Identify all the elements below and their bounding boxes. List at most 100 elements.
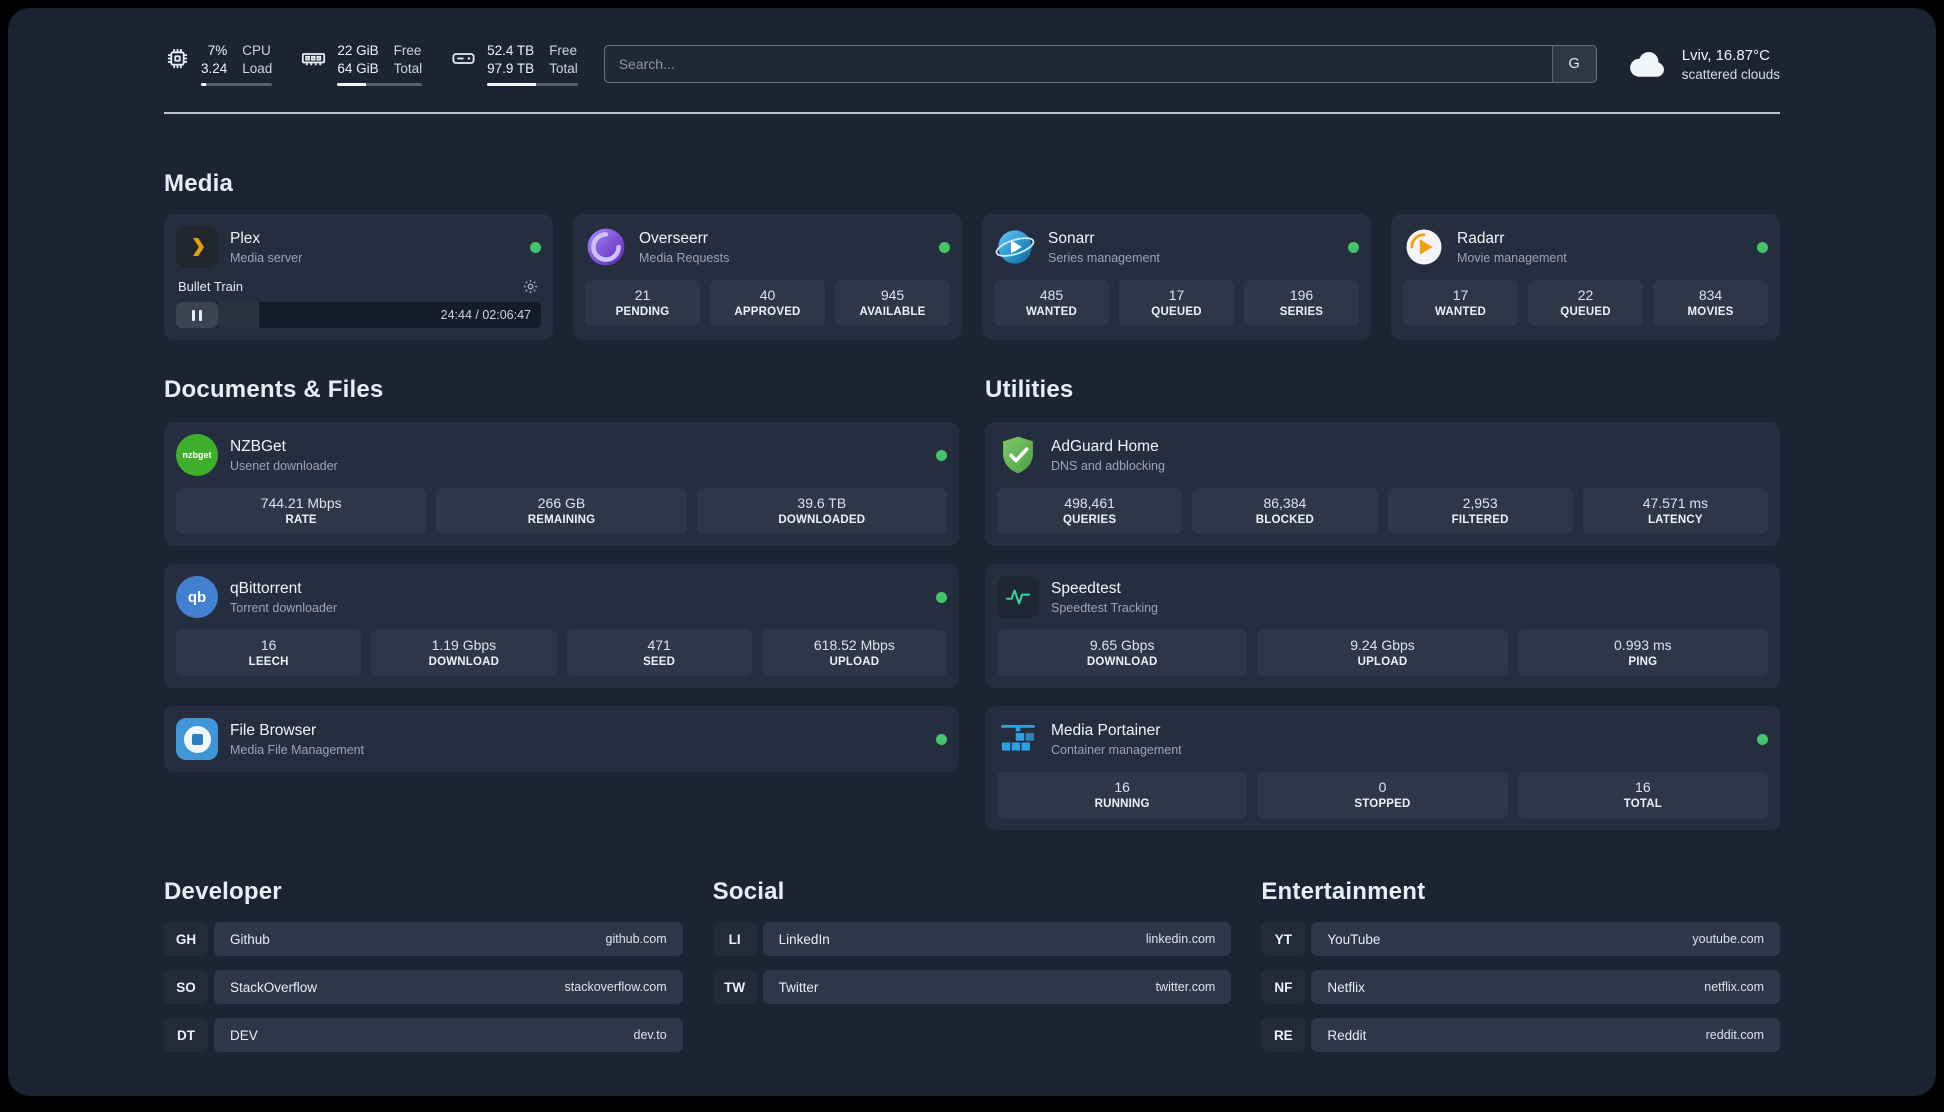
service-card-nzbget[interactable]: nzbget NZBGet Usenet downloader 744.21 M… — [164, 422, 959, 546]
bookmark-github[interactable]: GH Github github.com — [164, 922, 683, 956]
service-card-sonarr[interactable]: Sonarr Series management 485 WANTED 17 Q… — [982, 214, 1371, 340]
dashboard-page: 7% 3.24 CPU Load — [8, 8, 1936, 1096]
status-dot — [936, 733, 947, 745]
weather-widget: Lviv, 16.87°C scattered clouds — [1627, 47, 1780, 82]
bookmark-group-social: Social LI LinkedIn linkedin.com TW Twitt… — [713, 878, 1232, 1052]
bookmark-domain: reddit.com — [1705, 1028, 1764, 1042]
cpu-usage-bar — [201, 83, 273, 86]
bookmark-domain: youtube.com — [1692, 932, 1764, 946]
bookmark-name: LinkedIn — [778, 931, 830, 947]
now-playing-title: Bullet Train — [178, 279, 244, 294]
memory-icon — [302, 53, 326, 66]
adguard-icon — [997, 434, 1039, 476]
disk-free-label: Free — [549, 43, 577, 58]
header-divider — [164, 112, 1780, 114]
ram-free-label: Free — [393, 43, 422, 58]
bookmark-linkedin[interactable]: LI LinkedIn linkedin.com — [713, 922, 1232, 956]
bookmark-netflix[interactable]: NF Netflix netflix.com — [1261, 970, 1780, 1004]
stat-box: 86,384 BLOCKED — [1192, 488, 1378, 534]
service-subtitle: Series management — [1048, 250, 1160, 265]
stat-box: 0.993 ms PING — [1517, 630, 1768, 676]
stat-box: 16 TOTAL — [1517, 772, 1768, 818]
top-bar: 7% 3.24 CPU Load — [8, 8, 1936, 86]
ram-free-value: 22 GiB — [337, 43, 379, 58]
bookmark-name: Github — [230, 931, 270, 947]
status-dot — [1757, 241, 1768, 253]
load-label: Load — [242, 61, 273, 76]
status-dot — [936, 449, 947, 461]
service-card-adguard[interactable]: AdGuard Home DNS and adblocking 498,461 … — [985, 422, 1780, 546]
service-card-radarr[interactable]: Radarr Movie management 17 WANTED 22 QUE… — [1391, 214, 1780, 340]
stat-box: 2,953 FILTERED — [1387, 488, 1573, 534]
radarr-icon — [1403, 226, 1445, 268]
service-card-qbittorrent[interactable]: qb qBittorrent Torrent downloader 16 LEE… — [164, 564, 959, 688]
service-name: Sonarr — [1048, 229, 1095, 247]
bookmark-abbr: NF — [1261, 970, 1305, 1004]
bookmark-stackoverflow[interactable]: SO StackOverflow stackoverflow.com — [164, 970, 683, 1004]
service-name: Speedtest — [1051, 579, 1121, 597]
bookmark-twitter[interactable]: TW Twitter twitter.com — [713, 970, 1232, 1004]
bookmark-abbr: RE — [1261, 1018, 1305, 1052]
bookmark-abbr: GH — [164, 922, 208, 956]
cpu-percent: 7% — [207, 43, 228, 58]
service-card-portainer[interactable]: Media Portainer Container management 16 … — [985, 706, 1780, 830]
status-dot — [939, 241, 950, 253]
section-title-utilities: Utilities — [985, 376, 1074, 403]
bookmark-name: YouTube — [1327, 931, 1381, 947]
service-name: NZBGet — [230, 437, 286, 455]
service-card-plex[interactable]: Plex Media server Bullet Train — [164, 214, 553, 340]
filebrowser-icon — [176, 718, 218, 760]
service-card-speedtest[interactable]: Speedtest Speedtest Tracking 9.65 Gbps D… — [985, 564, 1780, 688]
playback-time: 24:44 / 02:06:47 — [440, 308, 531, 322]
bookmark-reddit[interactable]: RE Reddit reddit.com — [1261, 1018, 1780, 1052]
bookmark-youtube[interactable]: YT YouTube youtube.com — [1261, 922, 1780, 956]
service-subtitle: Movie management — [1457, 250, 1567, 265]
service-subtitle: Container management — [1051, 742, 1182, 757]
bookmark-domain: twitter.com — [1155, 980, 1216, 994]
bookmark-name: Netflix — [1327, 979, 1365, 995]
stat-box: 744.21 Mbps RATE — [176, 488, 427, 534]
section-utilities: Utilities AdGuard Home DNS and adblockin… — [985, 376, 1780, 830]
stat-box: 0 STOPPED — [1257, 772, 1508, 818]
disk-icon — [452, 53, 475, 64]
status-dot — [1348, 241, 1359, 253]
disk-total-label: Total — [549, 61, 578, 76]
service-card-filebrowser[interactable]: File Browser Media File Management — [164, 706, 959, 772]
search-input[interactable] — [604, 46, 1552, 82]
playback-progress-bar[interactable]: 24:44 / 02:06:47 — [176, 302, 541, 328]
memory-widget: 22 GiB 64 GiB Free Total — [300, 42, 423, 86]
system-widgets: 7% 3.24 CPU Load — [164, 42, 578, 86]
service-name: File Browser — [230, 721, 317, 739]
bookmark-group-developer: Developer GH Github github.com SO StackO… — [164, 878, 683, 1052]
bookmark-name: StackOverflow — [230, 979, 318, 995]
ram-total-label: Total — [393, 61, 423, 76]
cpu-widget: 7% 3.24 CPU Load — [164, 42, 273, 86]
bookmark-domain: github.com — [605, 932, 667, 946]
cpu-icon — [167, 48, 188, 69]
disk-total-value: 97.9 TB — [487, 61, 535, 76]
cpu-label: CPU — [242, 43, 271, 58]
search-provider-button[interactable]: G — [1551, 46, 1596, 82]
cloud-icon — [1629, 52, 1664, 77]
service-card-overseerr[interactable]: Overseerr Media Requests 21 PENDING 40 A… — [573, 214, 962, 340]
bookmark-abbr: TW — [713, 970, 757, 1004]
speedtest-icon — [997, 576, 1039, 618]
cpu-load-value: 3.24 — [201, 61, 228, 76]
stat-box: 16 LEECH — [176, 630, 362, 676]
bookmark-domain: dev.to — [633, 1028, 667, 1042]
bookmark-name: Reddit — [1327, 1027, 1367, 1043]
settings-gear-icon[interactable] — [522, 278, 539, 295]
disk-free-value: 52.4 TB — [487, 43, 535, 58]
ram-total-value: 64 GiB — [337, 61, 379, 76]
pause-button[interactable] — [176, 302, 218, 328]
status-dot — [530, 241, 541, 253]
service-name: Media Portainer — [1051, 721, 1161, 739]
stat-box: 266 GB REMAINING — [436, 488, 687, 534]
bookmark-name: Twitter — [778, 979, 819, 995]
stat-box: 47.571 ms LATENCY — [1582, 488, 1768, 534]
qbittorrent-icon: qb — [176, 576, 218, 618]
stat-box: 9.24 Gbps UPLOAD — [1257, 630, 1508, 676]
service-subtitle: Media Requests — [639, 250, 730, 265]
nzbget-icon: nzbget — [176, 434, 218, 476]
bookmark-dev[interactable]: DT DEV dev.to — [164, 1018, 683, 1052]
